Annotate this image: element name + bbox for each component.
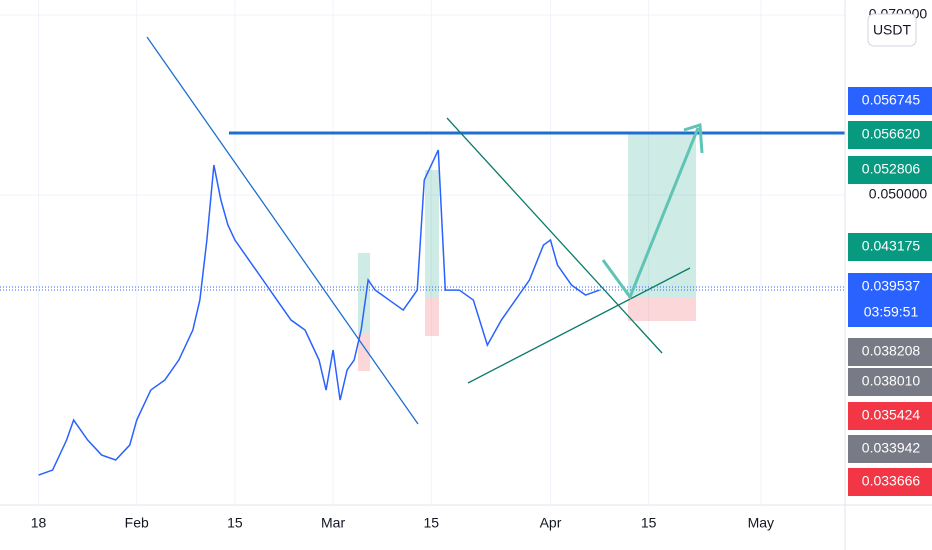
x-tick-label: Feb [125, 515, 149, 531]
y-tick-label: 0.050000 [869, 186, 928, 202]
price-tag-label: 0.039537 [862, 278, 921, 294]
trend-line [467, 267, 691, 384]
price-tag [848, 233, 932, 261]
x-tick-label: Apr [540, 515, 562, 531]
price-tag-label: 0.052806 [862, 161, 921, 177]
price-tag-label: 0.035424 [862, 407, 921, 423]
price-tag [848, 87, 932, 115]
target-zone [358, 253, 370, 333]
currency-label[interactable]: USDT [873, 22, 912, 38]
x-tick-label: 15 [641, 515, 657, 531]
price-tag [848, 273, 932, 301]
stop-zone [628, 297, 696, 321]
trend-line [446, 117, 663, 354]
currency-button[interactable] [867, 13, 917, 47]
plot [38, 149, 600, 476]
price-tag-label: 0.038010 [862, 373, 921, 389]
price-tag [848, 121, 932, 149]
price-tag-label: 03:59:51 [864, 304, 919, 320]
price-tag-label: 0.038208 [862, 343, 921, 359]
axes: 0.0500000.07000018Feb15Mar15Apr15May0.05… [31, 6, 932, 531]
stop-zone [425, 298, 439, 336]
price-tag-label: 0.033942 [862, 440, 921, 456]
target-zone [425, 170, 439, 298]
projection-arrow [601, 127, 700, 301]
price-tag [848, 368, 932, 396]
x-tick-label: May [748, 515, 774, 531]
price-tag-label: 0.043175 [862, 238, 921, 254]
price-tag [848, 435, 932, 463]
price-tag [848, 468, 932, 496]
price-line [38, 149, 600, 476]
price-tag-label: 0.056745 [862, 92, 921, 108]
price-tag-label: 0.033666 [862, 473, 921, 489]
price-tag [848, 402, 932, 430]
trend-line [146, 36, 419, 425]
x-tick-label: Mar [321, 515, 345, 531]
price-tag [848, 156, 932, 184]
arrow-head [683, 123, 704, 154]
x-tick-label: 15 [227, 515, 243, 531]
price-tag [848, 299, 932, 327]
price-tag-label: 0.056620 [862, 126, 921, 142]
x-tick-label: 18 [31, 515, 47, 531]
x-tick-label: 15 [423, 515, 439, 531]
price-tag [848, 338, 932, 366]
